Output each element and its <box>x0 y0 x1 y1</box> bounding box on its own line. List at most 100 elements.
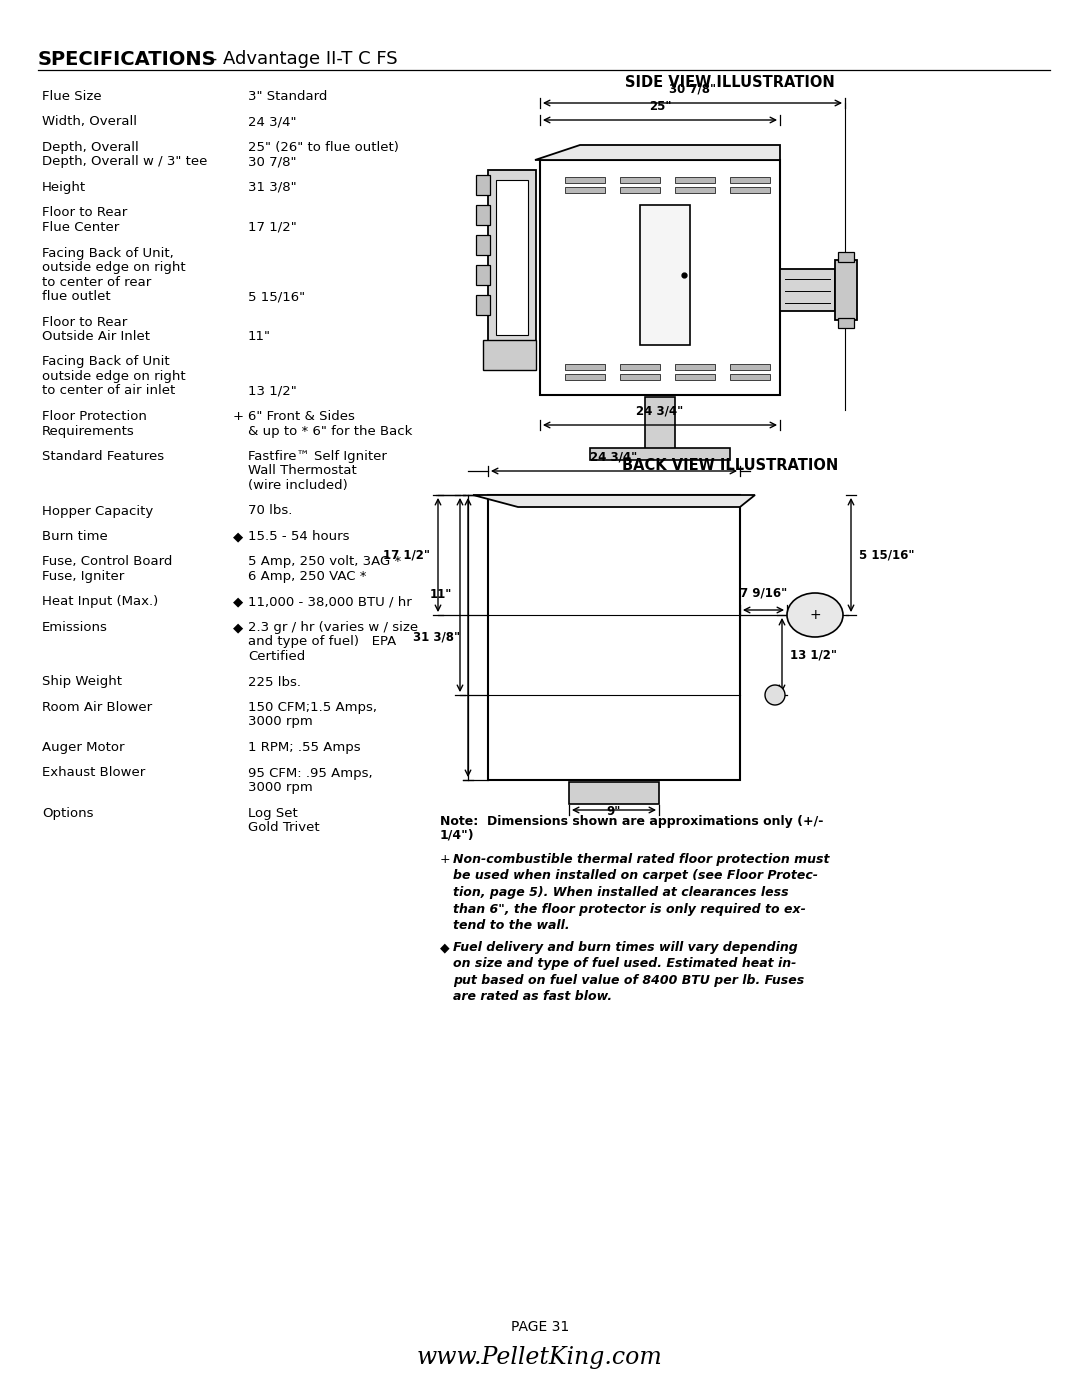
Bar <box>590 448 730 460</box>
Bar <box>675 177 715 183</box>
Bar <box>730 365 770 370</box>
Bar <box>496 180 528 335</box>
Bar <box>488 495 740 780</box>
Text: Floor to Rear: Floor to Rear <box>42 207 127 219</box>
Bar <box>476 175 490 196</box>
Bar <box>835 260 858 320</box>
Text: Depth, Overall: Depth, Overall <box>42 141 138 154</box>
Text: 3000 rpm: 3000 rpm <box>248 715 313 728</box>
Text: Depth, Overall w / 3" tee: Depth, Overall w / 3" tee <box>42 155 207 169</box>
Text: and type of fuel)   EPA: and type of fuel) EPA <box>248 636 396 648</box>
Text: Heat Input (Max.): Heat Input (Max.) <box>42 595 159 609</box>
Bar <box>620 365 660 370</box>
Polygon shape <box>473 495 755 507</box>
Bar <box>565 187 605 193</box>
Text: 13 1/2": 13 1/2" <box>248 384 297 398</box>
Text: Certified: Certified <box>248 650 306 664</box>
Text: Floor Protection: Floor Protection <box>42 409 147 423</box>
Text: Non-combustible thermal rated floor protection must
be used when installed on ca: Non-combustible thermal rated floor prot… <box>453 854 829 932</box>
Text: ◆: ◆ <box>233 595 243 609</box>
Text: 25" (26" to flue outlet): 25" (26" to flue outlet) <box>248 141 399 154</box>
Text: ◆: ◆ <box>233 622 243 634</box>
Text: Flue Size: Flue Size <box>42 89 102 103</box>
Bar <box>569 782 659 805</box>
Text: +: + <box>233 409 244 423</box>
Text: 30 7/8": 30 7/8" <box>669 82 716 96</box>
Text: Log Set: Log Set <box>248 806 298 820</box>
Text: Auger Motor: Auger Motor <box>42 740 124 754</box>
Text: Exhaust Blower: Exhaust Blower <box>42 767 145 780</box>
Text: Flue Center: Flue Center <box>42 221 119 235</box>
Circle shape <box>765 685 785 705</box>
Text: Fuse, Igniter: Fuse, Igniter <box>42 570 124 583</box>
Bar <box>675 365 715 370</box>
Text: Outside Air Inlet: Outside Air Inlet <box>42 330 150 344</box>
Text: Facing Back of Unit,: Facing Back of Unit, <box>42 246 174 260</box>
Text: 17 1/2": 17 1/2" <box>383 549 430 562</box>
Text: 225 lbs.: 225 lbs. <box>248 676 301 689</box>
Bar <box>476 205 490 225</box>
Text: Options: Options <box>42 806 94 820</box>
Text: 24 3/4": 24 3/4" <box>248 116 297 129</box>
Text: (wire included): (wire included) <box>248 479 348 492</box>
Text: 11,000 - 38,000 BTU / hr: 11,000 - 38,000 BTU / hr <box>248 595 411 609</box>
Text: to center of air inlet: to center of air inlet <box>42 384 175 398</box>
Bar <box>838 319 854 328</box>
Text: Note:  Dimensions shown are approximations only (+/-: Note: Dimensions shown are approximation… <box>440 814 823 828</box>
Text: & up to * 6" for the Back: & up to * 6" for the Back <box>248 425 413 437</box>
Polygon shape <box>535 145 780 161</box>
Text: 9": 9" <box>607 805 621 819</box>
Text: 31 3/8": 31 3/8" <box>248 182 297 194</box>
Text: 11": 11" <box>248 330 271 344</box>
Text: ◆: ◆ <box>233 529 243 543</box>
Text: Ship Weight: Ship Weight <box>42 676 122 689</box>
Bar <box>675 374 715 380</box>
Text: 150 CFM;1.5 Amps,: 150 CFM;1.5 Amps, <box>248 701 377 714</box>
Bar <box>488 170 536 345</box>
Text: 7 9/16": 7 9/16" <box>740 587 787 599</box>
Text: ◆: ◆ <box>440 942 449 954</box>
Text: Fastfire™ Self Igniter: Fastfire™ Self Igniter <box>248 450 387 462</box>
Bar <box>645 397 675 453</box>
Text: Burn time: Burn time <box>42 529 108 543</box>
Text: 24 3/4": 24 3/4" <box>591 450 637 462</box>
Bar <box>730 374 770 380</box>
Text: Wall Thermostat: Wall Thermostat <box>248 464 356 478</box>
Text: 6" Front & Sides: 6" Front & Sides <box>248 409 355 423</box>
Bar <box>565 177 605 183</box>
Bar <box>675 187 715 193</box>
Text: 5 15/16": 5 15/16" <box>859 549 915 562</box>
Text: SIDE VIEW ILLUSTRATION: SIDE VIEW ILLUSTRATION <box>625 75 835 89</box>
Text: 31 3/8": 31 3/8" <box>413 631 460 644</box>
Text: 5 Amp, 250 volt, 3AG *: 5 Amp, 250 volt, 3AG * <box>248 556 402 569</box>
Bar <box>540 161 780 395</box>
Text: 70 lbs.: 70 lbs. <box>248 504 293 517</box>
Text: 95 CFM: .95 Amps,: 95 CFM: .95 Amps, <box>248 767 373 780</box>
Bar <box>730 177 770 183</box>
Text: outside edge on right: outside edge on right <box>42 370 186 383</box>
Text: Height: Height <box>42 182 86 194</box>
Text: Requirements: Requirements <box>42 425 135 437</box>
Text: 1 RPM; .55 Amps: 1 RPM; .55 Amps <box>248 740 361 754</box>
Text: +: + <box>440 854 450 866</box>
Bar <box>730 187 770 193</box>
Text: flue outlet: flue outlet <box>42 291 110 303</box>
Text: outside edge on right: outside edge on right <box>42 261 186 274</box>
Bar <box>476 295 490 314</box>
Text: Fuel delivery and burn times will vary depending
on size and type of fuel used. : Fuel delivery and burn times will vary d… <box>453 942 805 1003</box>
Text: Gold Trivet: Gold Trivet <box>248 821 320 834</box>
Bar <box>476 235 490 256</box>
Text: Emissions: Emissions <box>42 622 108 634</box>
Text: Hopper Capacity: Hopper Capacity <box>42 504 153 517</box>
Text: 15.5 - 54 hours: 15.5 - 54 hours <box>248 529 350 543</box>
Ellipse shape <box>787 592 843 637</box>
Text: Floor to Rear: Floor to Rear <box>42 316 127 328</box>
Bar <box>640 205 690 345</box>
Text: 24 3/4": 24 3/4" <box>636 405 684 418</box>
Bar <box>780 270 835 312</box>
Text: 5 15/16": 5 15/16" <box>248 291 306 303</box>
Bar <box>565 374 605 380</box>
Text: www.PelletKing.com: www.PelletKing.com <box>417 1345 663 1369</box>
Text: Facing Back of Unit: Facing Back of Unit <box>42 355 170 369</box>
Text: Width, Overall: Width, Overall <box>42 116 137 129</box>
